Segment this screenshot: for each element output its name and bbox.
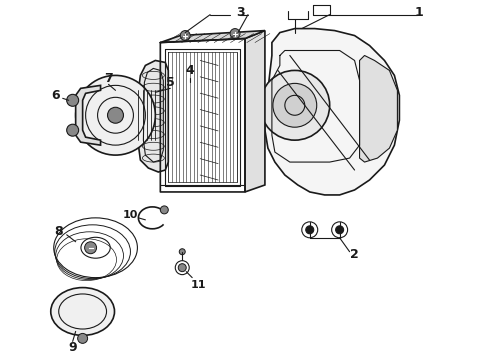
Circle shape [178,264,186,272]
Text: 10: 10 [123,210,138,220]
Polygon shape [245,31,265,192]
Text: 8: 8 [54,225,63,238]
Circle shape [273,84,317,127]
Text: 7: 7 [104,72,113,85]
Text: 3: 3 [236,6,245,19]
Circle shape [85,242,97,254]
Text: 4: 4 [186,64,195,77]
Text: 2: 2 [350,248,359,261]
Circle shape [160,206,168,214]
Circle shape [77,333,88,343]
Polygon shape [138,60,168,172]
Polygon shape [360,55,397,162]
Circle shape [260,71,330,140]
Circle shape [67,94,78,106]
Circle shape [75,75,155,155]
Text: 9: 9 [68,341,77,354]
Text: 6: 6 [51,89,60,102]
Circle shape [67,124,78,136]
Text: 11: 11 [191,280,206,289]
Polygon shape [160,31,265,42]
Polygon shape [265,28,399,195]
Ellipse shape [51,288,115,336]
Polygon shape [75,85,100,145]
Circle shape [179,249,185,255]
Text: 1: 1 [415,6,424,19]
Circle shape [180,31,190,41]
Circle shape [230,28,240,39]
Circle shape [107,107,123,123]
Text: 5: 5 [166,76,174,89]
Circle shape [306,226,314,234]
Circle shape [336,226,343,234]
